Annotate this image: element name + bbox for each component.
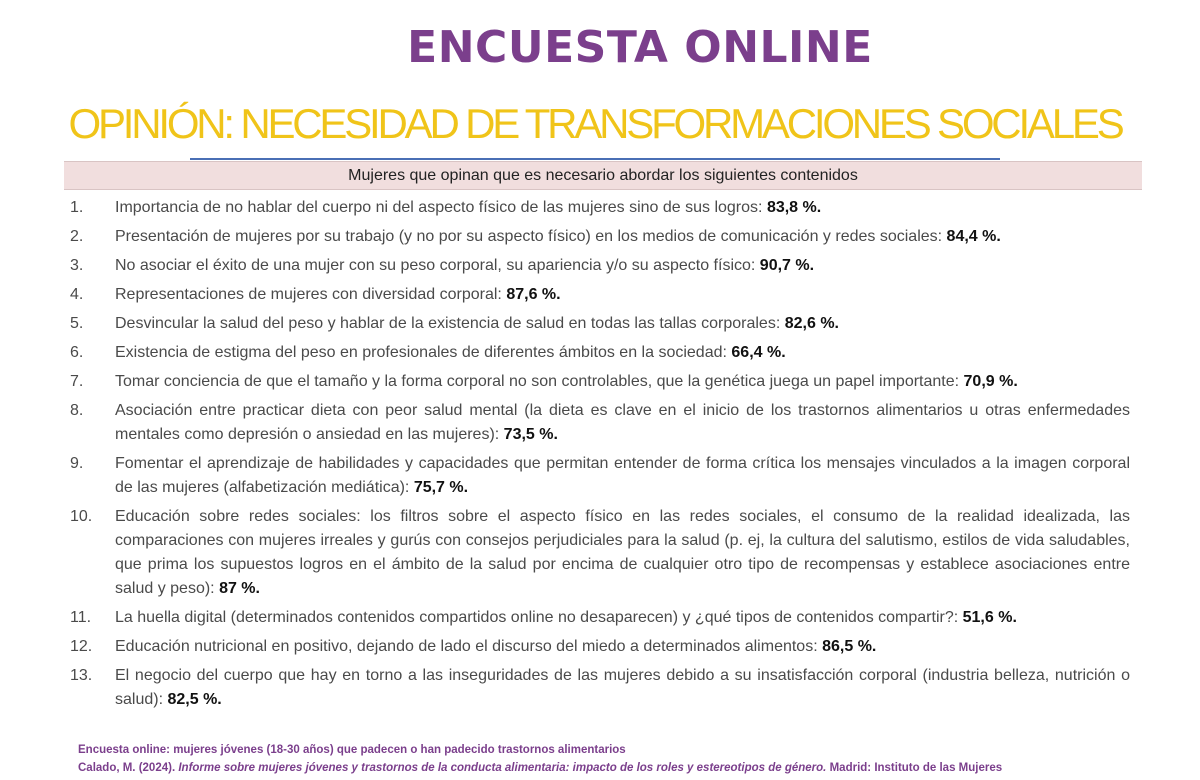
- item-text: Educación sobre redes sociales: los filt…: [115, 508, 1130, 597]
- item-number: 1.: [70, 199, 84, 216]
- item-text-wrap: No asociar el éxito de una mujer con su …: [115, 254, 1130, 278]
- item-text-wrap: Importancia de no hablar del cuerpo ni d…: [115, 196, 1130, 220]
- item-text: La huella digital (determinados contenid…: [115, 609, 959, 626]
- list-item: 7. Tomar conciencia de que el tamaño y la…: [70, 370, 1130, 394]
- item-text: Tomar conciencia de que el tamaño y la f…: [115, 373, 960, 390]
- item-number: 2.: [70, 228, 84, 245]
- item-text-wrap: Representaciones de mujeres con diversid…: [115, 283, 1130, 307]
- footer-publisher: Madrid: Instituto de las Mujeres: [829, 762, 1003, 774]
- item-text-wrap: La huella digital (determinados contenid…: [115, 606, 1130, 630]
- title-divider: [190, 158, 1000, 160]
- item-percentage: 75,7 %.: [413, 479, 469, 496]
- item-number: 8.: [70, 402, 84, 419]
- item-text: Presentación de mujeres por su trabajo (…: [115, 228, 943, 245]
- item-percentage: 82,5 %.: [167, 691, 222, 708]
- item-text-wrap: Existencia de estigma del peso en profes…: [115, 341, 1130, 365]
- list-item: 9. Fomentar el aprendizaje de habilidades…: [70, 452, 1130, 500]
- item-percentage: 82,6 %.: [784, 315, 839, 332]
- item-text: Representaciones de mujeres con diversid…: [115, 286, 502, 303]
- item-text: Asociación entre practicar dieta con peo…: [115, 402, 1130, 443]
- list-item: 8. Asociación entre practicar dieta con p…: [70, 399, 1130, 447]
- list-item: 4. Representaciones de mujeres con divers…: [70, 283, 1130, 307]
- item-text: No asociar el éxito de una mujer con su …: [115, 257, 756, 274]
- item-text: Desvincular la salud del peso y hablar d…: [115, 315, 781, 332]
- footer-work-title: Informe sobre mujeres jóvenes y trastorn…: [178, 762, 827, 774]
- list-item: 13. El negocio del cuerpo que hay en torn…: [70, 664, 1130, 712]
- list-item: 10. Educación sobre redes sociales: los f…: [70, 505, 1130, 601]
- item-text: El negocio del cuerpo que hay en torno a…: [115, 667, 1130, 708]
- item-text-wrap: Fomentar el aprendizaje de habilidades y…: [115, 452, 1130, 500]
- item-text-wrap: Asociación entre practicar dieta con peo…: [115, 399, 1130, 447]
- table-header: Mujeres que opinan que es necesario abor…: [64, 161, 1142, 190]
- item-number: 6.: [70, 344, 84, 361]
- item-text-wrap: Educación sobre redes sociales: los filt…: [115, 505, 1130, 601]
- list-item: 2. Presentación de mujeres por su trabajo…: [70, 225, 1130, 249]
- item-number: 5.: [70, 315, 84, 332]
- item-percentage: 70,9 %.: [963, 373, 1018, 390]
- item-number: 11.: [70, 609, 92, 626]
- item-number: 7.: [70, 373, 84, 390]
- item-number: 10.: [70, 508, 93, 525]
- list-item: 3. No asociar el éxito de una mujer con s…: [70, 254, 1130, 278]
- item-percentage: 86,5 %.: [822, 638, 877, 655]
- item-percentage: 87 %.: [219, 580, 260, 597]
- footer-citation: Encuesta online: mujeres jóvenes (18-30 …: [78, 741, 1188, 777]
- item-text-wrap: Presentación de mujeres por su trabajo (…: [115, 225, 1130, 249]
- item-text: Educación nutricional en positivo, dejan…: [115, 638, 818, 655]
- list-item: 1. Importancia de no hablar del cuerpo ni…: [70, 196, 1130, 220]
- item-number: 4.: [70, 286, 84, 303]
- list-item: 11. La huella digital (determinados conte…: [70, 606, 1130, 630]
- item-number: 9.: [70, 455, 84, 472]
- item-percentage: 51,6 %.: [962, 609, 1017, 626]
- item-list: 1. Importancia de no hablar del cuerpo ni…: [70, 196, 1130, 717]
- item-percentage: 66,4 %.: [731, 344, 786, 361]
- item-percentage: 87,6 %.: [506, 286, 561, 303]
- item-percentage: 83,8 %.: [766, 199, 822, 216]
- item-text-wrap: Tomar conciencia de que el tamaño y la f…: [115, 370, 1130, 394]
- item-percentage: 84,4 %.: [946, 228, 1001, 245]
- item-text: Fomentar el aprendizaje de habilidades y…: [115, 455, 1130, 496]
- footer-survey-note: Encuesta online: mujeres jóvenes (18-30 …: [78, 744, 626, 756]
- list-item: 5. Desvincular la salud del peso y hablar…: [70, 312, 1130, 336]
- list-item: 6. Existencia de estigma del peso en prof…: [70, 341, 1130, 365]
- item-percentage: 90,7 %.: [759, 257, 815, 274]
- item-text: Existencia de estigma del peso en profes…: [115, 344, 727, 361]
- item-text-wrap: Educación nutricional en positivo, dejan…: [115, 635, 1130, 659]
- page-subtitle: OPINIÓN: NECESIDAD DE TRANSFORMACIONES S…: [68, 100, 1124, 147]
- item-text: Importancia de no hablar del cuerpo ni d…: [115, 199, 763, 216]
- item-number: 13.: [70, 667, 93, 684]
- page-title: ENCUESTA ONLINE: [407, 22, 873, 73]
- item-number: 3.: [70, 257, 84, 274]
- item-text-wrap: El negocio del cuerpo que hay en torno a…: [115, 664, 1130, 712]
- list-item: 12. Educación nutricional en positivo, de…: [70, 635, 1130, 659]
- item-text-wrap: Desvincular la salud del peso y hablar d…: [115, 312, 1130, 336]
- footer-reference: Calado, M. (2024). Informe sobre mujeres…: [78, 759, 1188, 777]
- item-percentage: 73,5 %.: [503, 426, 558, 443]
- footer-author: Calado, M. (2024).: [78, 762, 176, 774]
- item-number: 12.: [70, 638, 93, 655]
